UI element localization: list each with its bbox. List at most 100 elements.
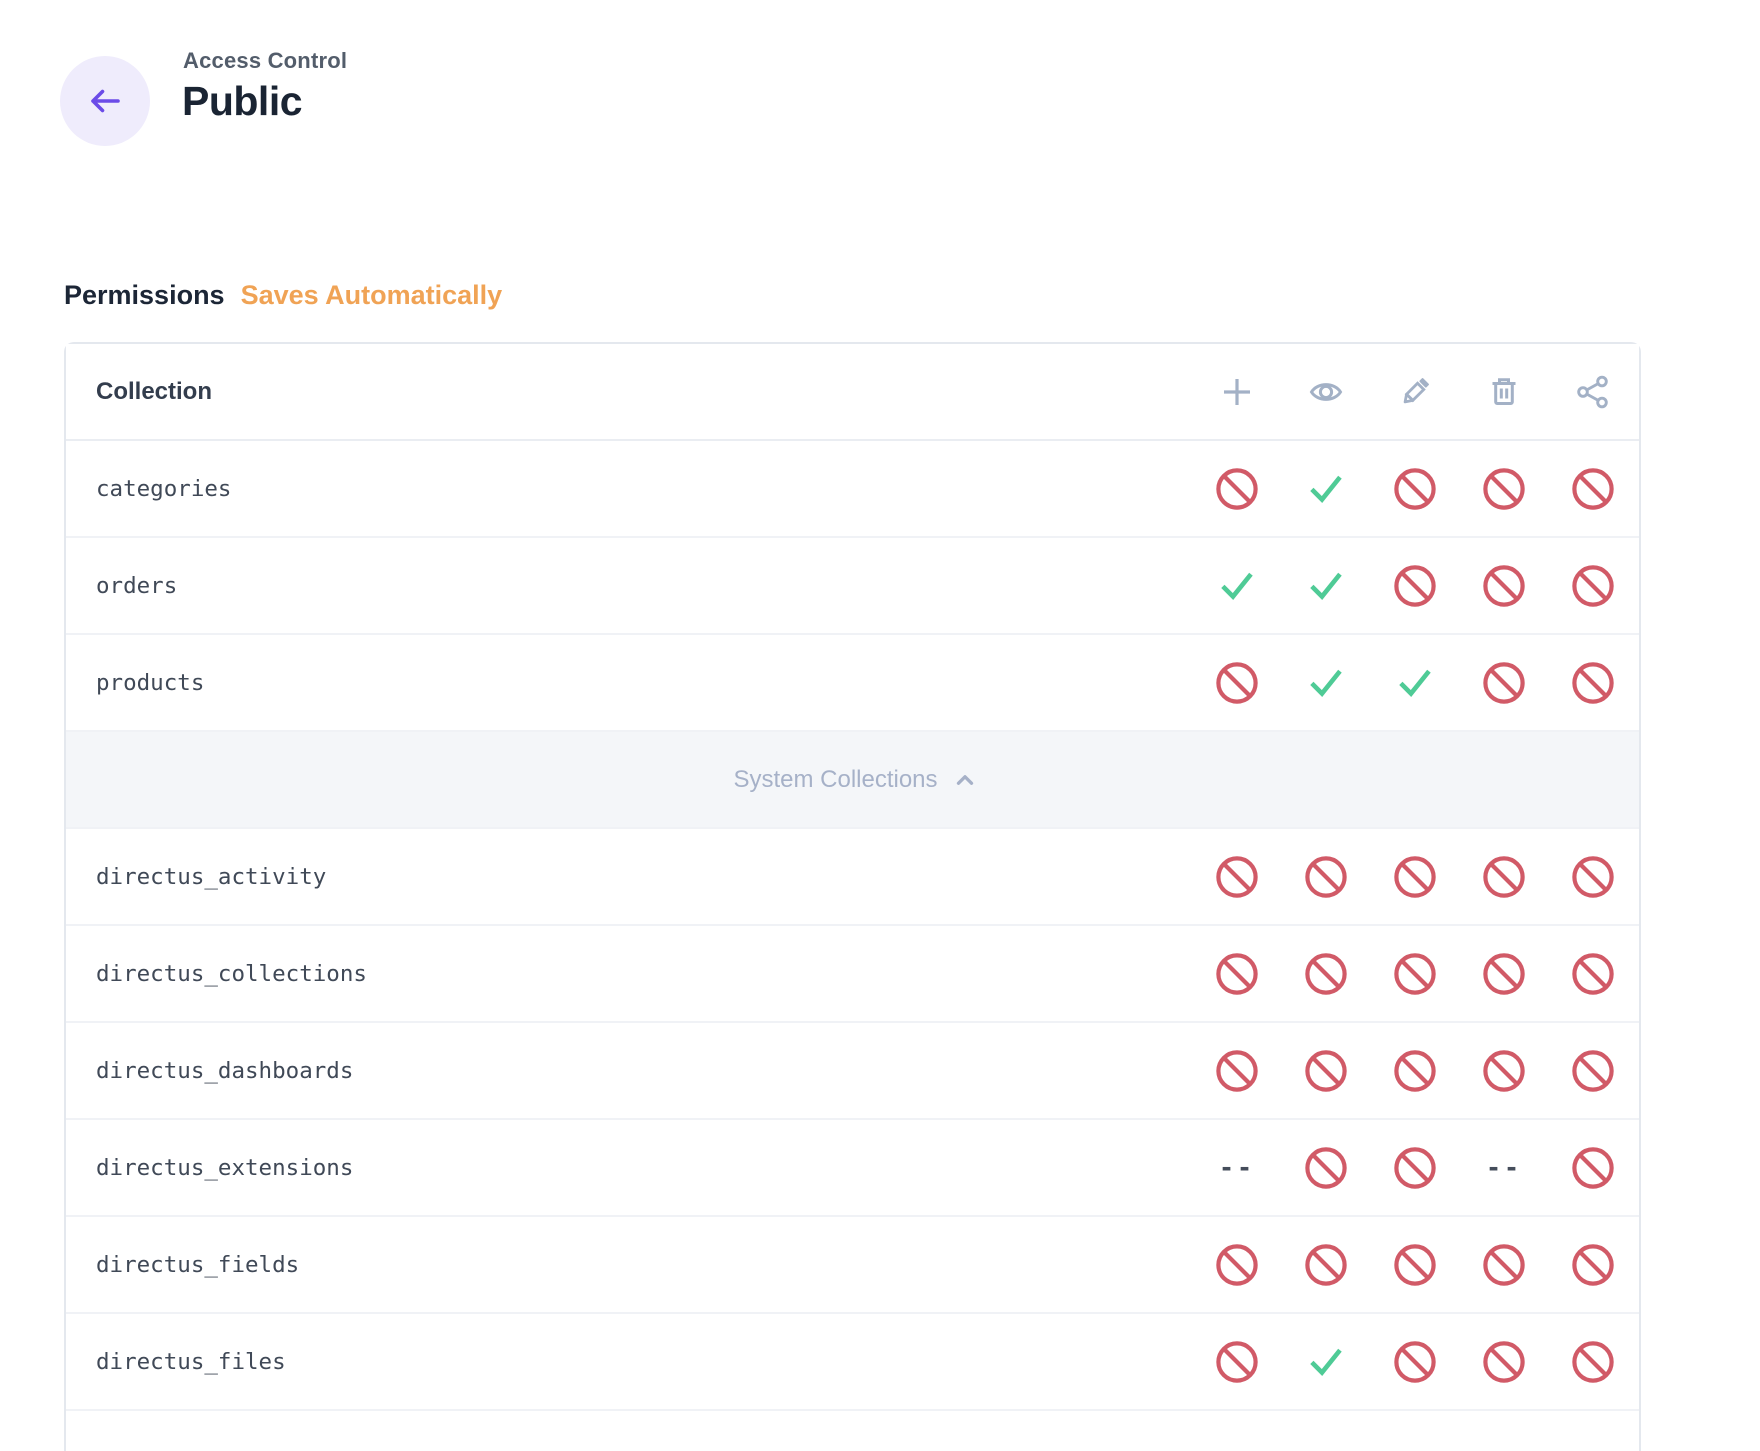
permission-share-blocked[interactable] xyxy=(1571,467,1615,511)
permission-create-allowed[interactable] xyxy=(1215,564,1259,608)
permission-create-blocked[interactable] xyxy=(1215,467,1259,511)
blocked-icon xyxy=(1393,1146,1437,1190)
permission-update-blocked[interactable] xyxy=(1393,1146,1437,1190)
collection-name: directus_fields xyxy=(96,1251,300,1278)
table-row: directus_extensions -- -- xyxy=(66,1120,1639,1217)
permission-delete-none[interactable]: -- xyxy=(1482,1146,1526,1190)
blocked-icon xyxy=(1571,1049,1615,1093)
permission-delete-blocked[interactable] xyxy=(1482,1340,1526,1384)
permission-share-blocked[interactable] xyxy=(1571,661,1615,705)
blocked-icon xyxy=(1571,564,1615,608)
permission-create-blocked[interactable] xyxy=(1215,855,1259,899)
permission-share-blocked[interactable] xyxy=(1571,952,1615,996)
permission-update-blocked[interactable] xyxy=(1393,467,1437,511)
table-row: directus_fields xyxy=(66,1217,1639,1314)
permission-update-blocked[interactable] xyxy=(1393,1243,1437,1287)
permission-read-allowed[interactable] xyxy=(1304,564,1348,608)
table-row: categories xyxy=(66,441,1639,538)
permission-update-allowed[interactable] xyxy=(1393,661,1437,705)
permission-cells xyxy=(1215,1243,1615,1287)
blocked-icon xyxy=(1215,952,1259,996)
permission-read-blocked[interactable] xyxy=(1304,1049,1348,1093)
collection-name: orders xyxy=(96,572,178,599)
collection-name: directus_files xyxy=(96,1348,286,1375)
table-row: directus_collections xyxy=(66,926,1639,1023)
permission-share-blocked[interactable] xyxy=(1571,855,1615,899)
permissions-table: Collection categories orders products Syste… xyxy=(64,342,1641,1451)
table-row: products xyxy=(66,635,1639,732)
permission-share-blocked[interactable] xyxy=(1571,564,1615,608)
permission-read-allowed[interactable] xyxy=(1304,1340,1348,1384)
no-permission-dash: -- xyxy=(1485,1153,1523,1182)
permission-delete-blocked[interactable] xyxy=(1482,661,1526,705)
collection-name: directus_activity xyxy=(96,863,327,890)
table-row: directus_dashboards xyxy=(66,1023,1639,1120)
permission-share-blocked[interactable] xyxy=(1571,1243,1615,1287)
blocked-icon xyxy=(1571,1340,1615,1384)
blocked-icon xyxy=(1482,1243,1526,1287)
permission-share-blocked[interactable] xyxy=(1571,1340,1615,1384)
permission-read-allowed[interactable] xyxy=(1304,661,1348,705)
permission-update-blocked[interactable] xyxy=(1393,1049,1437,1093)
no-permission-dash: -- xyxy=(1218,1153,1256,1182)
pencil-icon xyxy=(1398,375,1432,409)
action-column-update xyxy=(1393,370,1437,414)
check-icon xyxy=(1304,1340,1348,1384)
permission-read-blocked[interactable] xyxy=(1304,952,1348,996)
permission-update-blocked[interactable] xyxy=(1393,564,1437,608)
permission-update-blocked[interactable] xyxy=(1393,952,1437,996)
permission-read-blocked[interactable] xyxy=(1304,1243,1348,1287)
chevron-up-icon xyxy=(952,767,978,793)
blocked-icon xyxy=(1393,1340,1437,1384)
permission-create-blocked[interactable] xyxy=(1215,661,1259,705)
blocked-icon xyxy=(1571,952,1615,996)
blocked-icon xyxy=(1571,661,1615,705)
permission-update-blocked[interactable] xyxy=(1393,855,1437,899)
blocked-icon xyxy=(1304,855,1348,899)
trash-icon xyxy=(1487,375,1521,409)
permission-share-blocked[interactable] xyxy=(1571,1049,1615,1093)
permission-create-blocked[interactable] xyxy=(1215,1340,1259,1384)
permission-create-blocked[interactable] xyxy=(1215,1049,1259,1093)
permission-delete-blocked[interactable] xyxy=(1482,1243,1526,1287)
permissions-label: Permissions xyxy=(64,280,225,310)
action-column-headers xyxy=(1215,370,1615,414)
blocked-icon xyxy=(1393,564,1437,608)
blocked-icon xyxy=(1571,467,1615,511)
action-column-create xyxy=(1215,370,1259,414)
permission-share-blocked[interactable] xyxy=(1571,1146,1615,1190)
blocked-icon xyxy=(1482,855,1526,899)
permission-delete-blocked[interactable] xyxy=(1482,467,1526,511)
permission-create-none[interactable]: -- xyxy=(1215,1146,1259,1190)
permission-cells xyxy=(1215,855,1615,899)
permission-read-allowed[interactable] xyxy=(1304,467,1348,511)
permission-cells xyxy=(1215,1340,1615,1384)
blocked-icon xyxy=(1215,1049,1259,1093)
blocked-icon xyxy=(1215,855,1259,899)
arrow-left-icon xyxy=(85,81,125,121)
permission-create-blocked[interactable] xyxy=(1215,1243,1259,1287)
blocked-icon xyxy=(1482,1049,1526,1093)
permission-delete-blocked[interactable] xyxy=(1482,564,1526,608)
blocked-icon xyxy=(1393,467,1437,511)
permission-delete-blocked[interactable] xyxy=(1482,952,1526,996)
permission-create-blocked[interactable] xyxy=(1215,952,1259,996)
blocked-icon xyxy=(1215,661,1259,705)
permission-cells xyxy=(1215,952,1615,996)
collection-name: directus_collections xyxy=(96,960,367,987)
permission-delete-blocked[interactable] xyxy=(1482,1049,1526,1093)
permission-read-blocked[interactable] xyxy=(1304,855,1348,899)
back-button[interactable] xyxy=(60,56,150,146)
permission-update-blocked[interactable] xyxy=(1393,1340,1437,1384)
collection-name: products xyxy=(96,669,205,696)
blocked-icon xyxy=(1215,1243,1259,1287)
blocked-icon xyxy=(1215,467,1259,511)
permission-delete-blocked[interactable] xyxy=(1482,855,1526,899)
permission-cells: -- -- xyxy=(1215,1146,1615,1190)
blocked-icon xyxy=(1393,1243,1437,1287)
permission-read-blocked[interactable] xyxy=(1304,1146,1348,1190)
autosave-note: Saves Automatically xyxy=(240,280,503,310)
permissions-heading: Permissions Saves Automatically xyxy=(64,280,502,311)
check-icon xyxy=(1304,564,1348,608)
system-collections-toggle[interactable]: System Collections xyxy=(66,732,1639,829)
